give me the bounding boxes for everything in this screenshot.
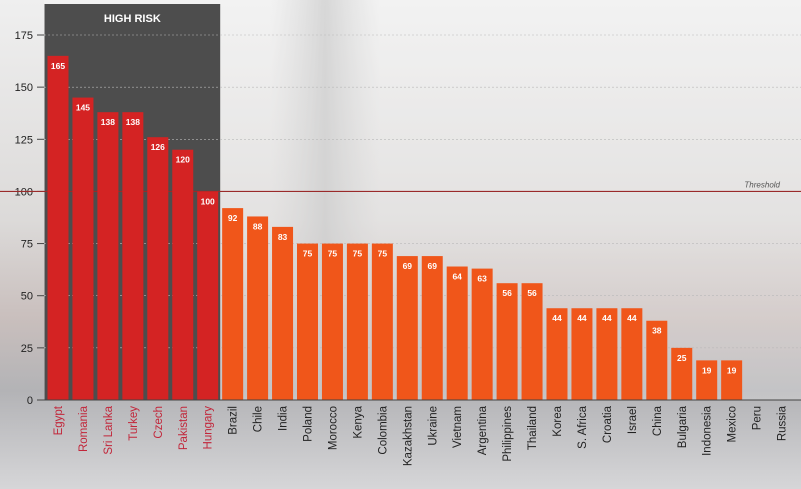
bar	[72, 97, 94, 401]
bar	[571, 308, 593, 400]
bar	[671, 347, 693, 400]
bar-value-label: 64	[452, 272, 462, 282]
category-label: Mexico	[727, 406, 739, 442]
category-label: Romania	[78, 405, 90, 452]
category-label: Russia	[777, 405, 789, 441]
category-label: Indonesia	[702, 405, 714, 455]
bar	[521, 283, 543, 400]
bar	[696, 360, 718, 400]
bar	[421, 256, 443, 400]
y-tick-label: 0	[27, 395, 33, 407]
category-label: Philippines	[502, 406, 514, 462]
bar	[321, 243, 343, 400]
bar-value-label: 138	[126, 117, 140, 127]
bar-value-label: 165	[51, 61, 65, 71]
y-tick-label: 25	[21, 343, 33, 355]
bar	[721, 360, 743, 400]
category-label: Croatia	[602, 405, 614, 443]
y-tick-label: 125	[15, 134, 33, 146]
category-label: Czech	[153, 406, 165, 439]
bar	[646, 320, 668, 400]
bar	[222, 208, 244, 400]
category-label: Ukraine	[427, 406, 439, 446]
bar-value-label: 120	[176, 155, 190, 165]
category-label: Kazakhstan	[402, 406, 414, 466]
bar-value-label: 44	[577, 313, 587, 323]
category-label: Pakistan	[178, 406, 190, 450]
bar	[172, 149, 194, 400]
bar-value-label: 63	[477, 274, 487, 284]
y-tick-label: 75	[21, 239, 33, 251]
y-tick-label: 50	[21, 291, 33, 303]
bars: 165 145 138 138 126 120 100 92 88 83 75 75 75 75 69 69 6…	[47, 55, 743, 401]
y-tick-label: 150	[15, 82, 33, 94]
bar	[396, 256, 418, 400]
bar-value-label: 44	[552, 313, 562, 323]
category-label: Chile	[253, 406, 265, 432]
category-label: Bulgaria	[677, 405, 689, 448]
bar-value-label: 38	[652, 326, 662, 336]
bar	[546, 308, 568, 400]
category-label: Morocco	[327, 406, 339, 450]
y-tick-label: 175	[15, 30, 33, 42]
bar-value-label: 92	[228, 213, 238, 223]
bar	[147, 137, 169, 400]
bar	[247, 216, 269, 400]
bar-value-label: 56	[502, 288, 512, 298]
category-label: Vietnam	[452, 406, 464, 448]
bar-value-label: 75	[303, 249, 313, 259]
category-label: Turkey	[128, 406, 140, 441]
bar-value-label: 75	[353, 249, 363, 259]
bar	[122, 112, 144, 401]
bar	[97, 112, 119, 401]
bar-value-label: 100	[201, 196, 215, 206]
bar-value-label: 19	[727, 365, 737, 375]
category-label: Peru	[752, 406, 764, 430]
category-label: Brazil	[228, 406, 240, 435]
category-label: India	[278, 405, 290, 431]
high-risk-label: HIGH RISK	[104, 13, 161, 25]
bar-value-label: 75	[378, 249, 388, 259]
category-label: Israel	[627, 406, 639, 434]
bar	[471, 268, 493, 400]
bar-value-label: 56	[527, 288, 537, 298]
bar-value-label: 145	[76, 103, 90, 113]
bar	[197, 191, 219, 400]
bar-value-label: 19	[702, 365, 712, 375]
category-label: Colombia	[377, 405, 389, 454]
bar-value-label: 44	[602, 313, 612, 323]
category-label: Argentina	[477, 405, 489, 455]
bar	[621, 308, 643, 400]
bar	[47, 55, 69, 400]
bar	[446, 266, 468, 400]
category-label: S. Africa	[577, 405, 589, 448]
bar	[297, 243, 318, 400]
category-label: China	[652, 405, 664, 436]
category-label: Hungary	[203, 406, 215, 450]
category-label: Egypt	[53, 405, 65, 435]
bar	[596, 308, 618, 400]
category-label: Poland	[303, 406, 315, 442]
x-axis-labels: Egypt Romania Sri Lanka Turkey Czech Pakistan…	[53, 405, 789, 466]
category-label: Kenya	[352, 405, 364, 438]
threshold-label: Threshold	[744, 180, 780, 189]
bar-value-label: 83	[278, 232, 288, 242]
bar	[496, 283, 518, 400]
bar-value-label: 75	[328, 249, 338, 259]
bar-value-label: 25	[677, 353, 687, 363]
bar	[346, 243, 368, 400]
bar-value-label: 126	[151, 142, 165, 152]
category-label: Thailand	[527, 406, 539, 450]
bar	[371, 243, 393, 400]
category-label: Korea	[552, 405, 564, 436]
bar-value-label: 44	[627, 313, 637, 323]
bar-value-label: 69	[428, 261, 438, 271]
bar-value-label: 138	[101, 117, 115, 127]
bar-value-label: 88	[253, 221, 263, 231]
category-label: Sri Lanka	[103, 405, 115, 454]
bar	[272, 226, 294, 400]
y-tick-label: 100	[15, 186, 33, 198]
bar-value-label: 69	[403, 261, 413, 271]
